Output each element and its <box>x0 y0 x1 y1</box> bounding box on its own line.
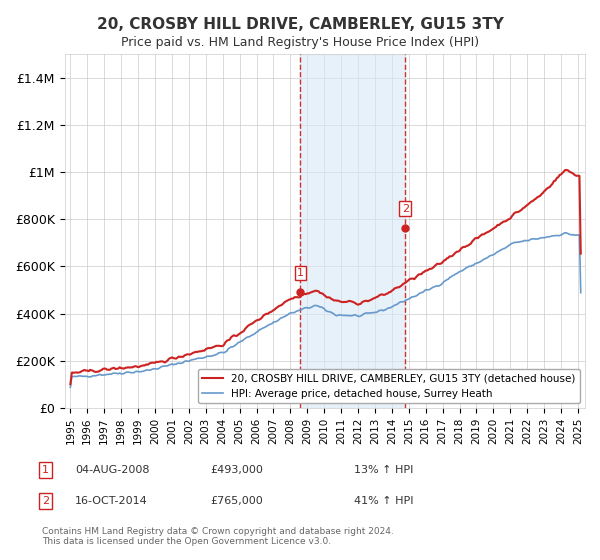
Text: 41% ↑ HPI: 41% ↑ HPI <box>354 496 413 506</box>
Text: 1: 1 <box>42 465 49 475</box>
Text: 13% ↑ HPI: 13% ↑ HPI <box>354 465 413 475</box>
Legend: 20, CROSBY HILL DRIVE, CAMBERLEY, GU15 3TY (detached house), HPI: Average price,: 20, CROSBY HILL DRIVE, CAMBERLEY, GU15 3… <box>198 369 580 403</box>
Text: 2: 2 <box>401 204 409 214</box>
Text: £765,000: £765,000 <box>210 496 263 506</box>
Text: Contains HM Land Registry data © Crown copyright and database right 2024.
This d: Contains HM Land Registry data © Crown c… <box>42 526 394 546</box>
Text: £493,000: £493,000 <box>210 465 263 475</box>
Bar <box>301 54 405 408</box>
Text: 04-AUG-2008: 04-AUG-2008 <box>75 465 149 475</box>
Text: 16-OCT-2014: 16-OCT-2014 <box>75 496 148 506</box>
Text: 20, CROSBY HILL DRIVE, CAMBERLEY, GU15 3TY: 20, CROSBY HILL DRIVE, CAMBERLEY, GU15 3… <box>97 17 503 32</box>
Text: 1: 1 <box>297 268 304 278</box>
Text: 2: 2 <box>42 496 49 506</box>
Text: Price paid vs. HM Land Registry's House Price Index (HPI): Price paid vs. HM Land Registry's House … <box>121 36 479 49</box>
